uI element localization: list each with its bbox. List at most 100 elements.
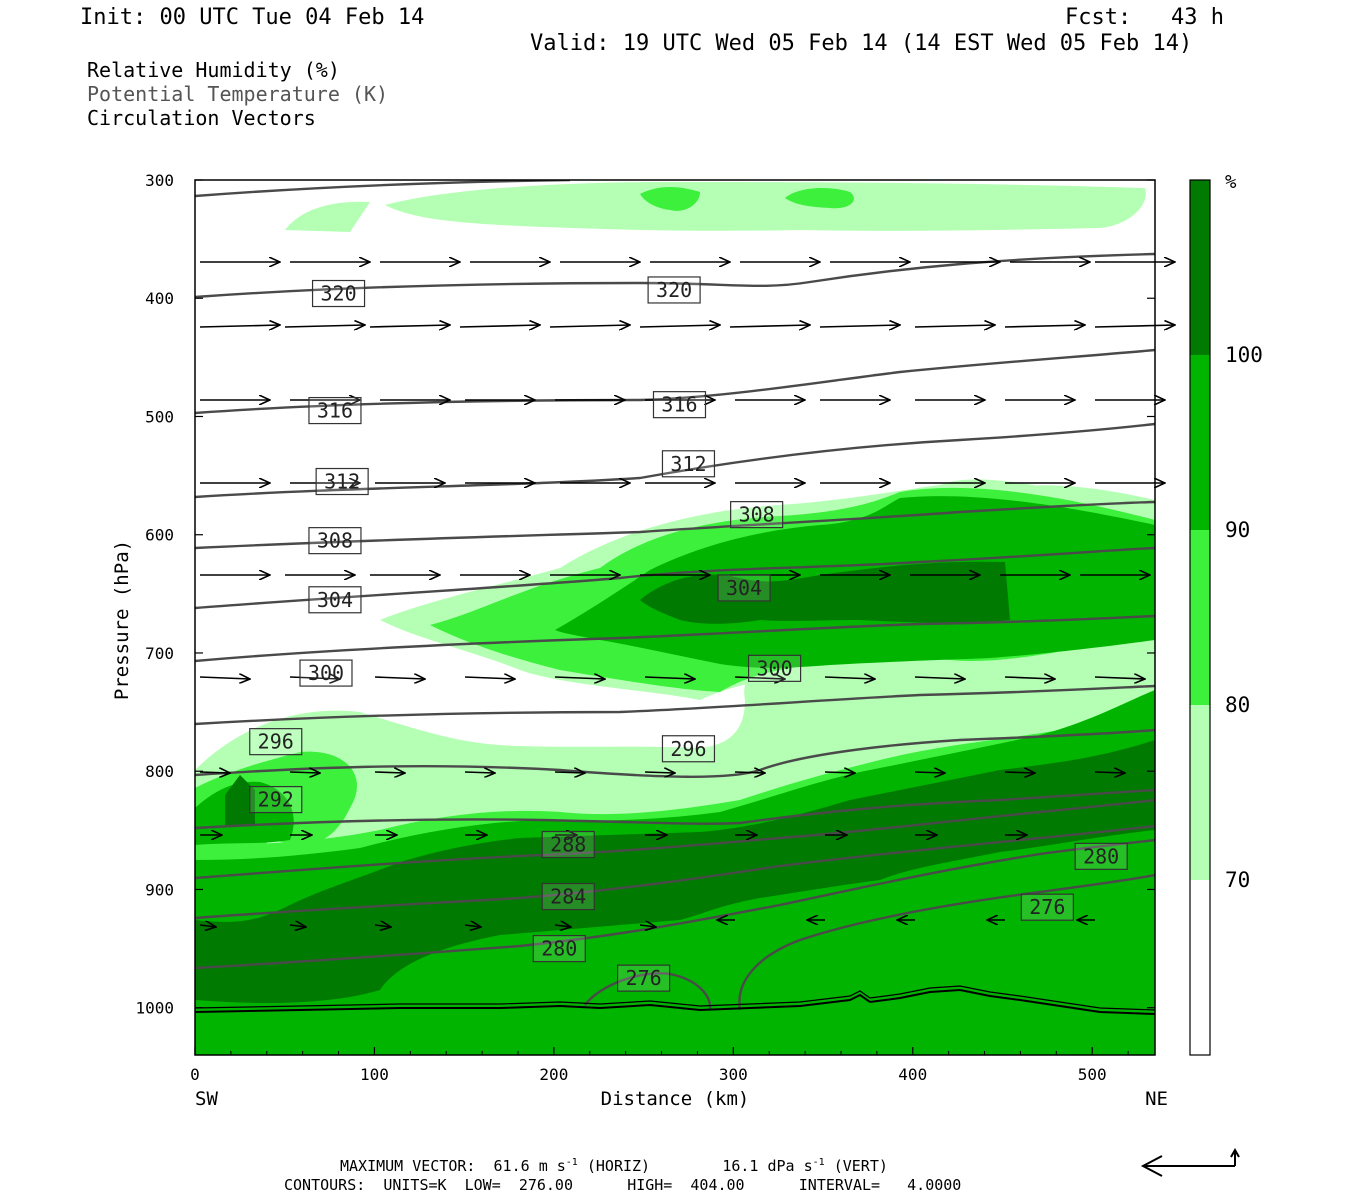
contour-label-box: [541, 830, 595, 859]
circulation-vector: [199, 925, 216, 927]
contour-label: 316: [661, 393, 697, 417]
colorbar-unit: %: [1225, 171, 1237, 193]
circulation-vector: [1004, 325, 1085, 327]
colorbar-label-100: 100: [1225, 343, 1263, 367]
circulation-vector: [289, 772, 320, 773]
circulation-vector: [374, 925, 391, 927]
contour-label: 304: [726, 576, 762, 600]
contour-label: 304: [317, 588, 353, 612]
contour-label-box: [661, 450, 716, 478]
contour-label: 316: [317, 399, 353, 423]
circulation-vector: [644, 772, 675, 773]
colorbar-band-100: [1190, 180, 1210, 355]
y-tick-label: 1000: [135, 999, 174, 1018]
colorbar-band-90: [1190, 355, 1210, 530]
contour-label-box: [308, 527, 362, 555]
circulation-vector: [374, 677, 425, 679]
x-tick-label: 500: [1078, 1065, 1107, 1084]
y-tick-label: 500: [145, 407, 174, 426]
contour-label-box: [652, 391, 707, 419]
field-theta-label: Potential Temperature (K): [87, 82, 389, 106]
contour-label: 284: [550, 885, 586, 909]
circulation-vector: [1094, 772, 1125, 773]
circulation-vector: [1004, 772, 1035, 773]
contour-label: 296: [258, 730, 294, 754]
contour-label: 308: [317, 529, 353, 553]
circulation-vector: [734, 677, 785, 679]
valid-time: Valid: 19 UTC Wed 05 Feb 14 (14 EST Wed …: [530, 31, 1193, 56]
circulation-vector: [464, 772, 495, 773]
y-axis-title: Pressure (hPa): [111, 540, 133, 700]
terrain-line: [195, 988, 1155, 1015]
circulation-vector: [1004, 677, 1055, 679]
contour-label-box: [249, 728, 303, 756]
contour-label: 288: [550, 833, 586, 857]
circulation-vector: [369, 325, 450, 327]
contour-label-box: [311, 279, 366, 308]
circulation-vector: [639, 325, 720, 327]
contour-label: 292: [258, 788, 294, 812]
y-tick-label: 300: [145, 171, 174, 190]
contour-label-box: [717, 574, 771, 602]
contour-label-box: [616, 964, 671, 992]
sw-label: SW: [195, 1088, 218, 1110]
circulation-vector: [554, 772, 585, 773]
x-tick-label: 0: [190, 1065, 200, 1084]
colorbar-band-70: [1190, 705, 1210, 880]
x-tick-label: 100: [360, 1065, 389, 1084]
contours-info-line: CONTOURS: UNITS=K LOW= 276.00 HIGH= 404.…: [284, 1176, 962, 1194]
contour-label: 296: [670, 737, 706, 761]
circulation-vector: [554, 677, 605, 679]
colorbar: % 100 90 80 70: [1189, 171, 1263, 1056]
contour-label-box: [747, 654, 802, 682]
circulation-vector: [729, 325, 810, 327]
circulation-vector: [1094, 325, 1175, 327]
contour-label: 280: [541, 937, 577, 961]
contour-label: 312: [670, 452, 706, 476]
reference-vector-icon: [1140, 1147, 1240, 1177]
contour-label: 276: [626, 966, 662, 990]
contour-label-box: [532, 934, 586, 963]
contour-label: 300: [757, 656, 793, 680]
circulation-vector: [459, 325, 540, 327]
contour-label-box: [308, 586, 362, 614]
contour-label-box: [647, 276, 701, 304]
max-vector-line: MAXIMUM VECTOR: 61.6 m s-1 (HORIZ) 16.1 …: [340, 1157, 888, 1175]
x-axis: 0 100 200 300 400 500: [190, 1047, 1129, 1084]
y-tick-label: 800: [145, 762, 174, 781]
circulation-vector: [289, 925, 306, 927]
x-tick-label: 200: [539, 1065, 568, 1084]
contour-label-box: [1020, 893, 1074, 921]
circulation-vector: [819, 325, 900, 327]
contour-label-box: [308, 396, 362, 425]
circulation-vector: [914, 677, 965, 679]
y-tick-label: 400: [145, 289, 174, 308]
circulation-vector: [824, 772, 855, 773]
plot-frame: [194, 179, 1156, 1056]
circulation-vector: [734, 772, 765, 773]
y-axis: 300 400 500 600 700 800 900 1000: [135, 171, 1155, 1018]
circulation-vector: [464, 677, 515, 679]
field-vectors-label: Circulation Vectors: [87, 106, 316, 130]
circulation-vector: [284, 325, 365, 327]
colorbar-label-90: 90: [1225, 518, 1250, 542]
contour-label-box: [299, 659, 353, 687]
colorbar-band-below: [1190, 880, 1210, 1055]
y-tick-label: 900: [145, 880, 174, 899]
contour-label-box: [541, 882, 595, 911]
contour-label: 280: [1083, 844, 1119, 868]
contour-label-box: [661, 735, 716, 763]
contour-label: 320: [320, 282, 356, 306]
circulation-vector: [549, 325, 630, 327]
x-tick-label: 300: [719, 1065, 748, 1084]
circulation-vector: [199, 772, 230, 773]
circulation-vector: [464, 925, 481, 927]
theta-contours: [195, 180, 1155, 1011]
contour-label-box: [315, 467, 369, 496]
forecast-hour: Fcst: 43 h: [1065, 5, 1224, 30]
circulation-vector: [914, 325, 995, 327]
circulation-vector: [374, 772, 405, 773]
contour-label: 300: [308, 661, 344, 685]
circulation-vector: [644, 677, 695, 679]
